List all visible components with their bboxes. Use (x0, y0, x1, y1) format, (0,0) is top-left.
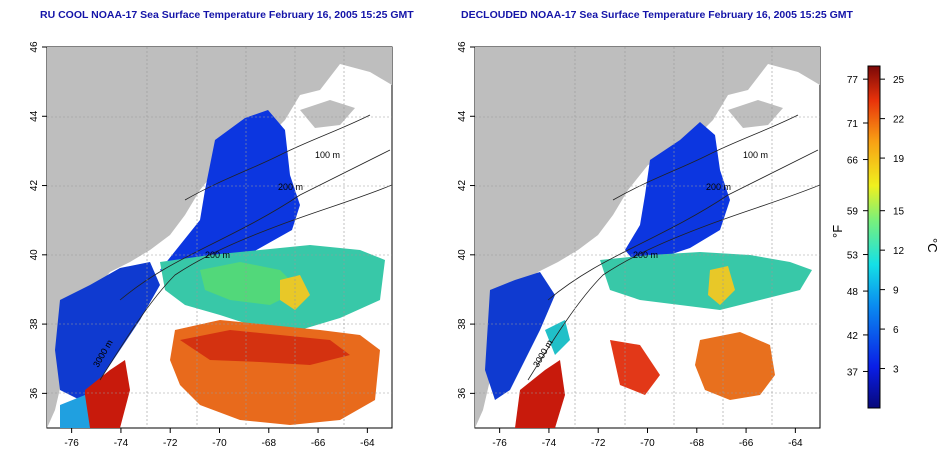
contour-label: 200 m (633, 250, 658, 260)
colorbar-f-tick-label: 48 (847, 287, 859, 298)
sst-cold-shelf (55, 262, 160, 400)
colorbar-f-tick-label: 53 (847, 251, 859, 262)
map-left: 100 m 200 m 200 m 3000 m (46, 46, 393, 429)
land-island (728, 100, 783, 128)
colorbar-c-tick-label: 12 (893, 246, 905, 257)
contour-200m (119, 149, 391, 301)
contour-label: 100 m (743, 150, 768, 160)
sst-cold-region (160, 110, 300, 282)
sst-warm-patch (708, 266, 735, 305)
lat-tick-label: 46 (29, 41, 40, 53)
sst-warm-region (610, 340, 660, 395)
axes-layer: -76 -74 -72 -70 -68 -66 -64 46 44 42 40 38 36 -76 -74 -… (29, 41, 803, 449)
contour-label: 100 m (315, 150, 340, 160)
land-mass (475, 47, 820, 428)
contour-3000m (527, 184, 820, 381)
sst-mid-region (600, 252, 812, 310)
lon-tick-label: -66 (739, 438, 754, 449)
colorbar-f-tick-label: 37 (847, 367, 859, 378)
contour-label: 200 m (706, 182, 731, 192)
contour-200m (547, 149, 819, 301)
colorbar-f-tick-label: 77 (847, 75, 859, 86)
sst-warm-region (695, 332, 775, 400)
lat-tick-label: 46 (457, 41, 468, 53)
lon-tick-label: -76 (492, 438, 507, 449)
colorbar-c-tick-label: 6 (893, 325, 899, 336)
panel-title-right: DECLOUDED NOAA-17 Sea Surface Temperatur… (461, 9, 853, 21)
sst-cold-shelf (485, 272, 555, 400)
colorbar-c-tick-label: 25 (893, 75, 905, 86)
lon-tick-label: -72 (591, 438, 606, 449)
land-mass (47, 47, 392, 428)
lon-tick-label: -66 (311, 438, 326, 449)
colorbar-c-tick-label: 3 (893, 365, 899, 376)
lon-tick-label: -72 (163, 438, 178, 449)
colorbar-f-label: °F (830, 225, 845, 238)
lat-tick-label: 36 (457, 387, 468, 399)
colorbar: 25 22 19 15 12 9 6 3 77 71 66 59 53 48 42 37 °F °C (830, 65, 940, 409)
land-island (300, 100, 355, 128)
lon-tick-label: -70 (212, 438, 227, 449)
colorbar-c-tick-label: 22 (893, 115, 905, 126)
sst-coast-cyan (545, 320, 570, 355)
colorbar-c-label: °C (925, 238, 940, 253)
panel-title-left: RU COOL NOAA-17 Sea Surface Temperature … (40, 9, 414, 21)
colorbar-ticks: 25 22 19 15 12 9 6 3 77 71 66 59 53 48 42 37 (847, 75, 905, 378)
contour-100m (184, 114, 371, 201)
colorbar-f-tick-label: 59 (847, 207, 859, 218)
map-right: 100 m 200 m 200 m 3000 m (474, 46, 821, 429)
contour-label: 200 m (205, 250, 230, 260)
sst-hot-coast (85, 360, 130, 428)
lon-tick-label: -74 (114, 438, 129, 449)
lat-tick-label: 44 (29, 110, 40, 122)
sst-mid-patch (200, 262, 300, 305)
colorbar-gradient (867, 65, 881, 409)
sst-coast-cyan (60, 395, 90, 428)
lat-tick-label: 40 (457, 249, 468, 261)
contour-100m (612, 114, 799, 201)
lon-tick-label: -68 (690, 438, 705, 449)
colorbar-f-tick-label: 66 (847, 156, 859, 167)
colorbar-f-tick-label: 71 (847, 119, 859, 130)
lat-tick-label: 42 (29, 180, 40, 192)
colorbar-c-tick-label: 9 (893, 286, 899, 297)
colorbar-c-tick-label: 19 (893, 154, 905, 165)
lat-tick-label: 44 (457, 110, 468, 122)
lat-tick-label: 38 (457, 318, 468, 330)
lat-tick-label: 42 (457, 180, 468, 192)
lat-tick-label: 40 (29, 249, 40, 261)
lon-tick-label: -70 (640, 438, 655, 449)
contour-3000m (99, 184, 392, 381)
lat-tick-label: 38 (29, 318, 40, 330)
colorbar-c-tick-label: 15 (893, 207, 905, 218)
lat-tick-label: 36 (29, 387, 40, 399)
contour-label: 200 m (278, 182, 303, 192)
colorbar-f-tick-label: 42 (847, 331, 859, 342)
sst-hot-region (180, 330, 350, 365)
lon-tick-label: -68 (262, 438, 277, 449)
lon-tick-label: -76 (64, 438, 79, 449)
lon-tick-label: -74 (542, 438, 557, 449)
lon-tick-label: -64 (788, 438, 803, 449)
lon-tick-label: -64 (360, 438, 375, 449)
sst-hot-coast (515, 360, 565, 428)
